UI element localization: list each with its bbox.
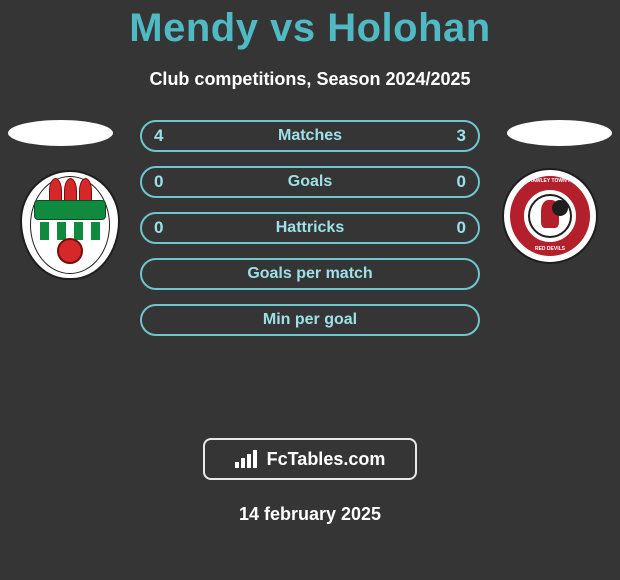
player-name-pill-left [8, 120, 113, 146]
stat-value-left: 0 [154, 218, 163, 238]
stat-label: Goals [288, 173, 332, 191]
stats-column: 4 Matches 3 0 Goals 0 0 Hattricks 0 Goal… [140, 120, 480, 336]
club-crest-left [20, 170, 120, 280]
comparison-stage: CRAWLEY TOWN FC RED DEVILS 4 Matches 3 0… [0, 120, 620, 420]
stat-label: Hattricks [276, 219, 344, 237]
stat-label: Matches [278, 127, 342, 145]
page-title: Mendy vs Holohan [0, 0, 620, 51]
stat-row-min-per-goal: Min per goal [140, 304, 480, 336]
player-name-pill-right [507, 120, 612, 146]
footer-date: 14 february 2025 [0, 504, 620, 525]
subtitle: Club competitions, Season 2024/2025 [0, 69, 620, 90]
stat-value-right: 3 [457, 126, 466, 146]
stat-row-goals: 0 Goals 0 [140, 166, 480, 198]
branding-text: FcTables.com [267, 449, 386, 470]
stat-value-right: 0 [457, 172, 466, 192]
branding-pill: FcTables.com [203, 438, 417, 480]
stat-value-left: 4 [154, 126, 163, 146]
stat-row-matches: 4 Matches 3 [140, 120, 480, 152]
stat-label: Min per goal [263, 311, 357, 329]
stat-row-hattricks: 0 Hattricks 0 [140, 212, 480, 244]
stat-value-right: 0 [457, 218, 466, 238]
bars-icon [235, 450, 259, 468]
stat-label: Goals per match [247, 265, 372, 283]
stat-row-goals-per-match: Goals per match [140, 258, 480, 290]
club-crest-right: CRAWLEY TOWN FC RED DEVILS [502, 168, 598, 264]
stat-value-left: 0 [154, 172, 163, 192]
